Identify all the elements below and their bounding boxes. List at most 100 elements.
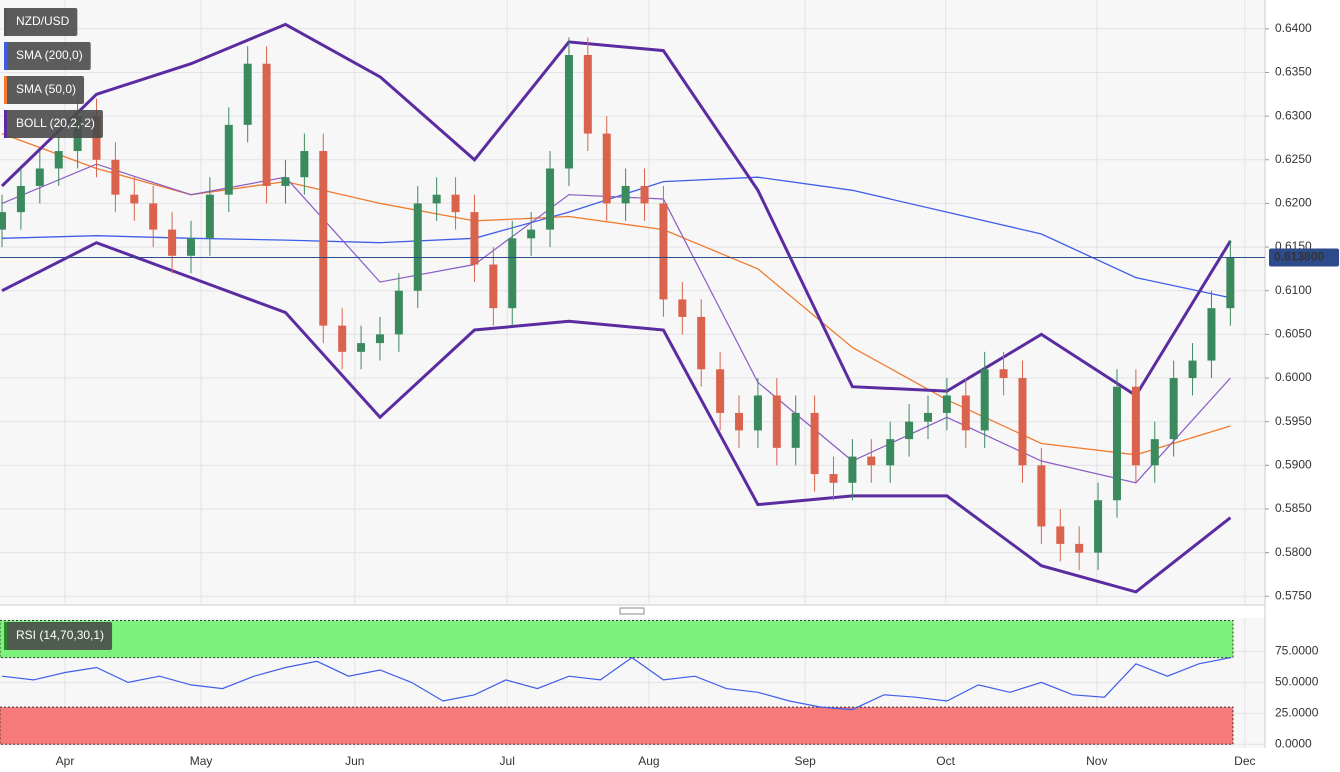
resize-handle[interactable] <box>619 607 645 615</box>
candle-body <box>432 194 441 204</box>
candle-body <box>772 395 781 448</box>
candle-body <box>659 203 668 300</box>
candle-body <box>338 325 347 352</box>
candle-body <box>621 185 630 204</box>
candle-body <box>357 343 366 352</box>
candle-body <box>35 168 44 186</box>
candle-body <box>0 212 7 230</box>
candle-body <box>602 133 611 204</box>
candle-body <box>224 124 233 195</box>
legend-box[interactable] <box>4 76 85 104</box>
candle-body <box>16 185 25 213</box>
candle-body <box>527 229 536 239</box>
candle-body <box>54 151 63 169</box>
overbought-band <box>0 619 1234 659</box>
legend-label[interactable]: BOLL (20,2,-2) <box>16 116 95 130</box>
candle-body <box>1075 543 1084 553</box>
candle-body <box>640 185 649 204</box>
x-tick-label: Aug <box>638 754 659 768</box>
rsi-tick-label: 0.0000 <box>1275 736 1312 750</box>
x-tick-label: Sep <box>794 754 816 768</box>
last-price-box <box>1269 248 1339 267</box>
x-tick-label: Apr <box>56 754 75 768</box>
candle-body <box>262 63 271 186</box>
candle-body <box>678 299 687 317</box>
legend-box[interactable] <box>4 110 103 138</box>
candle-body <box>1150 439 1159 466</box>
candle-body <box>1112 386 1121 501</box>
candle-body <box>375 334 384 344</box>
candle-body <box>697 316 706 370</box>
candle-body <box>1056 526 1065 544</box>
candle-body <box>149 203 158 230</box>
y-tick-label: 0.5750 <box>1275 588 1312 602</box>
x-tick-label: Jul <box>500 754 515 768</box>
candle-body <box>848 456 857 483</box>
price-pane <box>0 0 1265 605</box>
candle-body <box>810 412 819 475</box>
legend-box[interactable] <box>4 8 78 36</box>
rsi-line <box>1 656 1231 711</box>
y-tick-label: 0.6400 <box>1275 21 1312 35</box>
candle-body <box>1094 500 1103 553</box>
y-tick-label: 0.5950 <box>1275 414 1312 428</box>
y-tick-label: 0.5850 <box>1275 501 1312 515</box>
legend-swatch <box>4 110 7 138</box>
boll-upper <box>0 22 1232 398</box>
candle-body <box>451 194 460 213</box>
legend-label[interactable]: SMA (200,0) <box>16 48 83 62</box>
candle-body <box>1207 308 1216 361</box>
last-price-label: 0.613800 <box>1274 250 1324 264</box>
candle-body <box>829 474 838 483</box>
candle-body <box>111 159 120 195</box>
x-tick-label: Oct <box>936 754 955 768</box>
candle-body <box>489 264 498 309</box>
candle-body <box>1226 257 1235 309</box>
candle-body <box>130 194 139 204</box>
candle-body <box>319 151 328 326</box>
y-tick-label: 0.6050 <box>1275 327 1312 341</box>
legend-box[interactable] <box>4 622 113 650</box>
legend-label[interactable]: NZD/USD <box>16 14 70 28</box>
x-tick-label: Jun <box>345 754 364 768</box>
candle-body <box>394 290 403 335</box>
legend-label[interactable]: SMA (50,0) <box>16 82 76 96</box>
legend-swatch <box>4 42 7 70</box>
candle-body <box>753 395 762 431</box>
legend-label[interactable]: RSI (14,70,30,1) <box>16 628 104 642</box>
candle-body <box>508 238 517 309</box>
y-tick-label: 0.5800 <box>1275 545 1312 559</box>
y-tick-label: 0.6300 <box>1275 108 1312 122</box>
candle-body <box>281 177 290 186</box>
candle-body <box>886 439 895 466</box>
candle-body <box>470 212 479 265</box>
candle-body <box>300 151 309 178</box>
rsi-tick-label: 25.0000 <box>1275 706 1319 720</box>
legend-swatch <box>4 8 7 36</box>
y-tick-label: 0.6350 <box>1275 65 1312 79</box>
candle-body <box>1131 386 1140 466</box>
candle-body <box>867 456 876 466</box>
y-tick-label: 0.6250 <box>1275 152 1312 166</box>
candle-body <box>980 369 989 431</box>
candle-body <box>1037 465 1046 527</box>
candle-body <box>546 168 555 230</box>
candle-body <box>583 55 592 134</box>
y-tick-label: 0.6000 <box>1275 370 1312 384</box>
legend-swatch <box>4 76 7 104</box>
candle-body <box>923 412 932 422</box>
x-tick-label: Nov <box>1086 754 1107 768</box>
candle-body <box>1188 360 1197 379</box>
y-tick-label: 0.5900 <box>1275 457 1312 471</box>
legend-swatch <box>4 622 7 650</box>
candle-body <box>168 229 177 256</box>
candle-body <box>243 63 252 125</box>
candle-body <box>735 412 744 431</box>
x-tick-label: Dec <box>1234 754 1255 768</box>
candle-body <box>942 395 951 413</box>
y-tick-label: 0.6100 <box>1275 283 1312 297</box>
candle-body <box>1169 378 1178 440</box>
candle-body <box>186 238 195 256</box>
legend-box[interactable] <box>4 42 91 70</box>
